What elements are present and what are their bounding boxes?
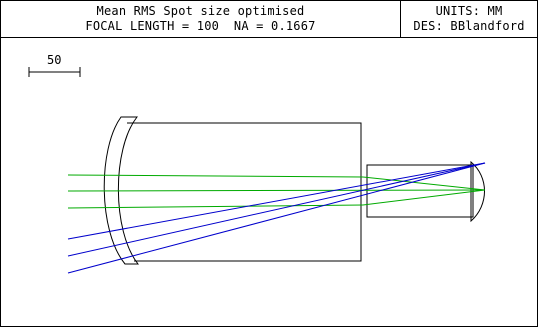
on-axis-ray-top [67,174,364,178]
ray-bundle-green [67,174,486,209]
title-block-main: Mean RMS Spot size optimised FOCAL LENGT… [1,1,401,37]
optimisation-title: Mean RMS Spot size optimised [96,4,305,18]
off-axis-ray-3 [67,162,486,274]
main-lens-barrel [127,122,362,262]
off-axis-ray-2 [67,162,486,257]
relay-tube [366,164,474,218]
title-block-meta: UNITS: MM DES: BBlandford [401,1,537,37]
on-axis-ray-bottom-converge [362,189,486,206]
designer-label: DES: BBlandford [413,19,525,33]
ray-bundle-blue [67,162,486,274]
on-axis-ray-top-converge [362,176,486,191]
focal-length-na-title: FOCAL LENGTH = 100 NA = 0.1667 [85,19,316,33]
title-block: Mean RMS Spot size optimised FOCAL LENGT… [1,1,537,38]
scale-bar-label: 50 [47,53,61,67]
scale-bar: 50 [28,53,81,77]
on-axis-ray-middle [67,189,486,192]
field-lens [470,160,485,223]
off-axis-ray-1 [67,162,486,240]
units-label: UNITS: MM [435,4,503,18]
on-axis-ray-bottom [67,204,364,209]
